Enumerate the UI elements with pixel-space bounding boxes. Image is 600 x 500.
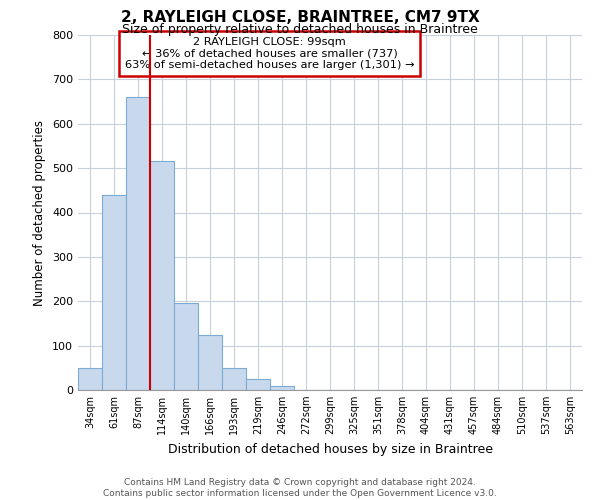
Text: Contains HM Land Registry data © Crown copyright and database right 2024.
Contai: Contains HM Land Registry data © Crown c… <box>103 478 497 498</box>
Text: 2 RAYLEIGH CLOSE: 99sqm
← 36% of detached houses are smaller (737)
63% of semi-d: 2 RAYLEIGH CLOSE: 99sqm ← 36% of detache… <box>125 37 414 70</box>
Bar <box>150 162 174 390</box>
Bar <box>270 386 294 390</box>
Bar <box>102 194 126 390</box>
Bar <box>78 368 102 390</box>
Text: Size of property relative to detached houses in Braintree: Size of property relative to detached ho… <box>122 22 478 36</box>
Bar <box>246 379 270 390</box>
Bar <box>174 304 198 390</box>
Bar <box>198 334 222 390</box>
X-axis label: Distribution of detached houses by size in Braintree: Distribution of detached houses by size … <box>167 442 493 456</box>
Text: 2, RAYLEIGH CLOSE, BRAINTREE, CM7 9TX: 2, RAYLEIGH CLOSE, BRAINTREE, CM7 9TX <box>121 10 479 25</box>
Bar <box>222 368 246 390</box>
Y-axis label: Number of detached properties: Number of detached properties <box>34 120 46 306</box>
Bar <box>126 97 150 390</box>
